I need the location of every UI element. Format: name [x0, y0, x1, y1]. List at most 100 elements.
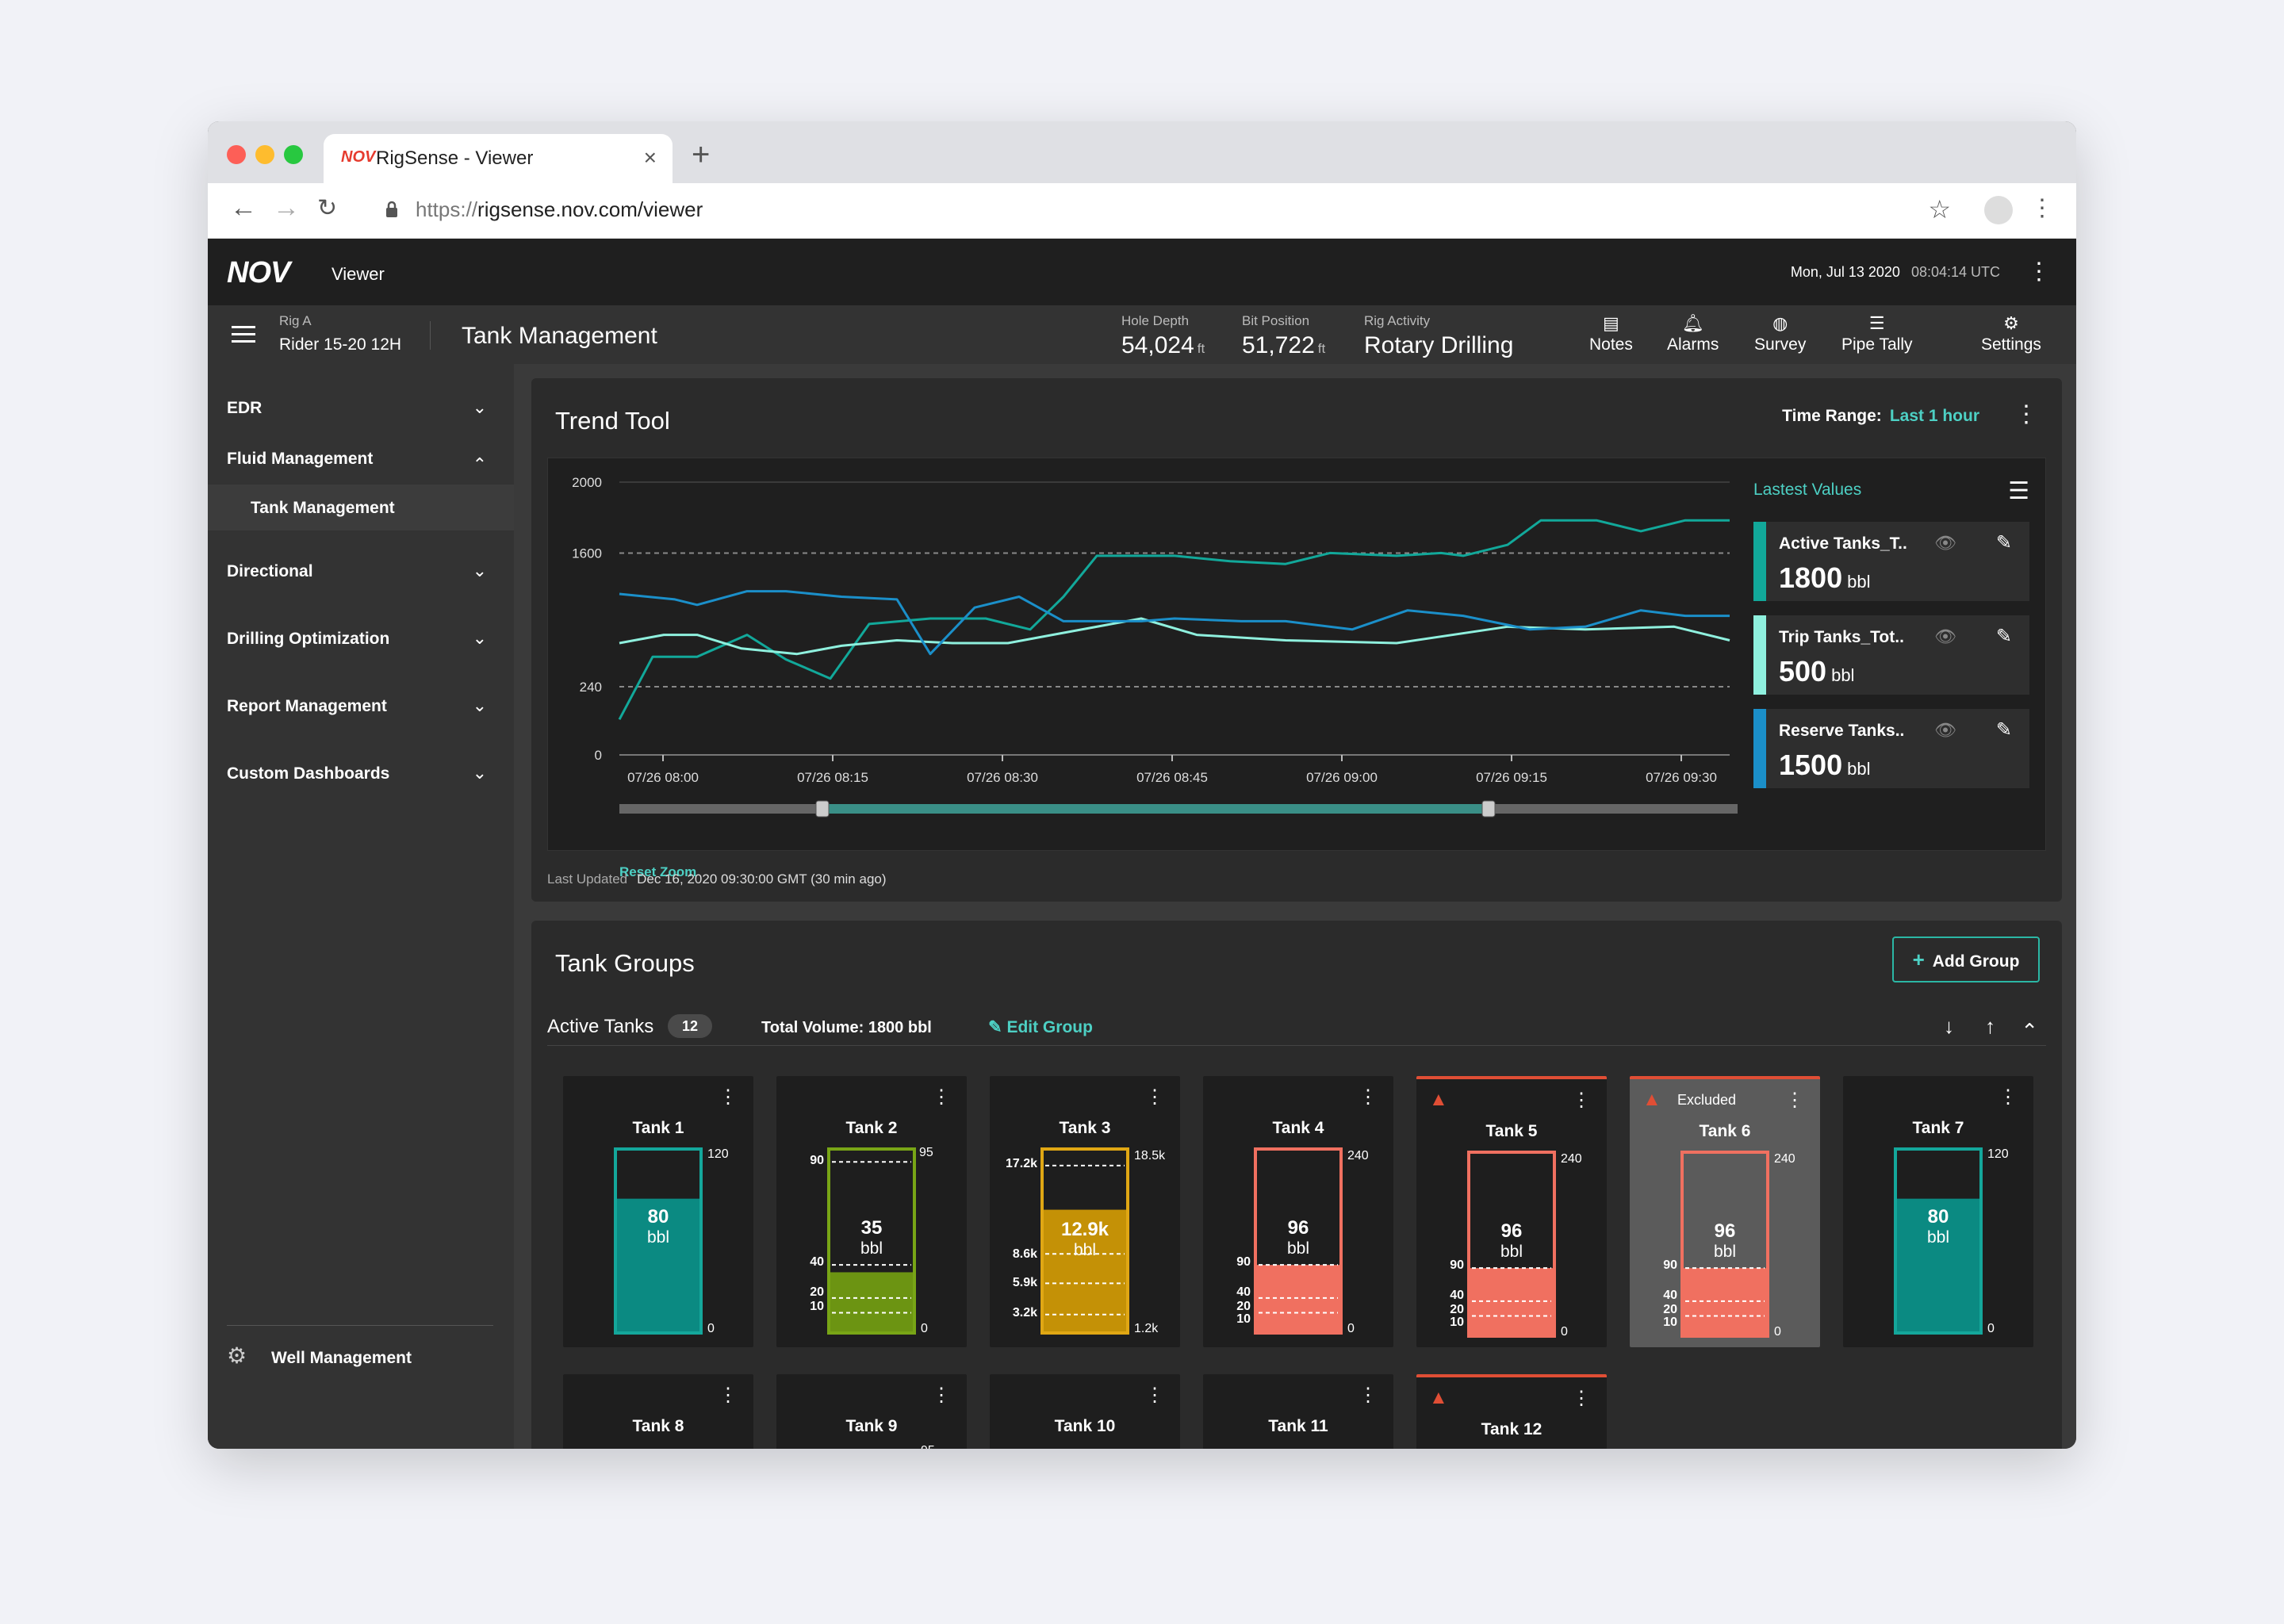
tank-card[interactable]: Tank 7 ⋮ 80 bbl 120 0 — [1843, 1076, 2033, 1347]
sidebar-item-report-management[interactable]: Report Management ⌄ — [227, 695, 487, 715]
pencil-icon[interactable]: ✎ — [1995, 719, 2012, 741]
forward-icon[interactable]: → — [273, 193, 300, 223]
eye-icon[interactable]: 👁︎ — [1934, 626, 1956, 646]
kebab-menu-icon[interactable]: ⋮ — [719, 1385, 738, 1406]
sidebar-item-drilling-optimization[interactable]: Drilling Optimization ⌄ — [227, 628, 487, 648]
threshold-label: 90 — [810, 1154, 824, 1167]
add-group-button[interactable]: + Add Group — [1892, 936, 2040, 982]
tank-card[interactable]: Tank 1 ⋮ 80 bbl 120 0 — [563, 1076, 753, 1347]
page-title: Tank Management — [462, 323, 657, 349]
latest-value-active-tanks[interactable]: Active Tanks_T.. 1800 bbl 👁︎ ✎ — [1753, 522, 2029, 601]
tank-fill — [1255, 1265, 1341, 1333]
excluded-label: Excluded — [1677, 1092, 1737, 1108]
url-field[interactable]: https://rigsense.nov.com/viewer — [416, 197, 703, 221]
tank-card[interactable]: Tank 11 ⋮ — [1203, 1374, 1393, 1449]
back-icon[interactable]: ← — [230, 193, 257, 223]
tank-card[interactable]: Tank 2 ⋮ 35 bbl 95 0 90 40 20 10 — [776, 1076, 967, 1347]
latest-value-reserve-tanks[interactable]: Reserve Tanks.. 1500 bbl 👁︎ ✎ — [1753, 709, 2029, 788]
kebab-menu-icon[interactable]: ⋮ — [1998, 1086, 2018, 1108]
threshold-label: 40 — [1236, 1285, 1251, 1299]
well-management-link[interactable]: ⚙ Well Management — [227, 1343, 412, 1368]
tank-card[interactable]: Tank 6 ⋮ ▲ Excluded 96 bbl 240 0 90 40 20 10 — [1630, 1076, 1820, 1347]
tank-card[interactable]: Tank 4 ⋮ 96 bbl 240 0 90 40 20 10 — [1203, 1076, 1393, 1347]
threshold-label: 20 — [1450, 1303, 1464, 1316]
kebab-menu-icon[interactable]: ⋮ — [1145, 1086, 1164, 1108]
tank-card[interactable]: Tank 12 ⋮ ▲ — [1416, 1374, 1607, 1449]
hamburger-menu-icon[interactable] — [232, 326, 255, 343]
well-name[interactable]: Rider 15-20 12H — [279, 335, 402, 354]
chevron-down-icon: ⌄ — [472, 695, 487, 715]
notes-button[interactable]: ▤ Notes — [1589, 313, 1633, 354]
x-tick-label: 07/26 08:30 — [967, 770, 1038, 785]
pencil-icon[interactable]: ✎ — [1995, 532, 2012, 553]
zoom-handle — [1481, 800, 1496, 818]
latest-value-trip-tanks[interactable]: Trip Tanks_Tot.. 500 bbl 👁︎ ✎ — [1753, 615, 2029, 695]
threshold-label: 3.2k — [1012, 1306, 1037, 1320]
trend-chart-plot[interactable]: 2000 1600 240 0 07/26 08:00 07/26 08:15 07/26 … — [548, 458, 1738, 852]
kebab-menu-icon[interactable]: ⋮ — [932, 1086, 951, 1108]
warning-icon: ▲ — [1642, 1089, 1661, 1110]
tank-card[interactable]: Tank 3 ⋮ 12.9k bbl 18.5k 1.2k 17.2k 8.6k 5.9k 3.2… — [990, 1076, 1180, 1347]
tank-card[interactable]: Tank 10 ⋮ — [990, 1374, 1180, 1449]
group-total-volume: Total Volume: 1800 bbl — [761, 1019, 932, 1036]
alarms-button[interactable]: 🔔︎ Alarms — [1667, 313, 1719, 354]
close-window-button[interactable] — [227, 145, 246, 164]
sidebar-item-directional[interactable]: Directional ⌄ — [227, 561, 487, 580]
kebab-menu-icon[interactable]: ⋮ — [932, 1385, 951, 1406]
threshold-label: 90 — [1236, 1255, 1251, 1269]
maximize-window-button[interactable] — [284, 145, 303, 164]
browser-tab[interactable]: NOV RigSense - Viewer × — [324, 134, 673, 183]
warning-icon: ▲ — [1429, 1089, 1448, 1110]
pipe-tally-button[interactable]: ☰ Pipe Tally — [1841, 313, 1913, 354]
kebab-menu-icon[interactable]: ⋮ — [1359, 1086, 1378, 1108]
x-tick-label: 07/26 08:45 — [1136, 770, 1208, 785]
time-range-selector[interactable]: Time Range: Last 1 hour — [1782, 407, 1979, 425]
nov-logo[interactable]: NOV — [227, 256, 290, 289]
browser-menu-icon[interactable]: ⋮ — [2030, 195, 2054, 221]
sidebar-item-tank-management[interactable]: Tank Management — [208, 485, 514, 530]
sidebar-item-edr[interactable]: EDR ⌄ — [227, 397, 487, 417]
close-tab-icon[interactable]: × — [643, 145, 657, 170]
y-tick-label: 2000 — [572, 475, 602, 490]
sidebar-item-custom-dashboards[interactable]: Custom Dashboards ⌄ — [227, 763, 487, 783]
tank-min-label: 0 — [1774, 1325, 1781, 1339]
arrow-down-icon[interactable]: ↓ — [1944, 1014, 1954, 1038]
edit-group-button[interactable]: ✎ Edit Group — [988, 1018, 1093, 1036]
survey-button[interactable]: ◍ Survey — [1754, 313, 1807, 354]
kebab-menu-icon[interactable]: ⋮ — [1572, 1388, 1591, 1409]
tank-max-label: 120 — [1987, 1147, 2009, 1161]
new-tab-button[interactable]: + — [692, 137, 711, 172]
minimize-window-button[interactable] — [255, 145, 274, 164]
tank-card[interactable]: Tank 9 ⋮ 95 — [776, 1374, 967, 1449]
tank-volume: 96 bbl — [1500, 1220, 1523, 1261]
tank-card[interactable]: Tank 8 ⋮ — [563, 1374, 753, 1449]
kebab-menu-icon[interactable]: ⋮ — [1145, 1385, 1164, 1406]
bookmark-star-icon[interactable]: ☆ — [1928, 195, 1951, 224]
reset-zoom-link[interactable]: Reset Zoom — [619, 864, 697, 879]
settings-button[interactable]: ⚙ Settings — [1981, 313, 2041, 354]
threshold-label: 40 — [810, 1255, 824, 1269]
tank-outline — [1894, 1147, 1983, 1335]
profile-avatar[interactable] — [1984, 196, 2013, 224]
kebab-menu-icon[interactable]: ⋮ — [1785, 1090, 1804, 1111]
kebab-menu-icon[interactable]: ⋮ — [719, 1086, 738, 1108]
list-icon[interactable]: ☰ — [2008, 478, 2029, 504]
tank-fill — [1895, 1198, 1981, 1333]
trend-menu-icon[interactable]: ⋮ — [2014, 401, 2038, 427]
trend-chart: 2000 1600 240 0 07/26 08:00 07/26 08:15 07/26 … — [547, 458, 2046, 879]
tank-card[interactable]: Tank 5 ⋮ ▲ 96 bbl 240 0 90 40 20 10 — [1416, 1076, 1607, 1347]
eye-icon[interactable]: 👁︎ — [1934, 720, 1956, 740]
tank-max-label: 95 — [919, 1146, 933, 1159]
tank-max-label: 240 — [1774, 1152, 1795, 1166]
pencil-icon[interactable]: ✎ — [1995, 626, 2012, 647]
arrow-up-icon[interactable]: ↑ — [1985, 1014, 1995, 1038]
eye-icon[interactable]: 👁︎ — [1934, 533, 1956, 553]
tank-volume: 80 bbl — [1926, 1206, 1950, 1247]
sidebar-item-fluid-management[interactable]: Fluid Management ⌃ — [227, 450, 487, 474]
app-menu-icon[interactable]: ⋮ — [2027, 259, 2051, 285]
kebab-menu-icon[interactable]: ⋮ — [1572, 1090, 1591, 1111]
kebab-menu-icon[interactable]: ⋮ — [1359, 1385, 1378, 1406]
reload-icon[interactable]: ↻ — [317, 195, 338, 221]
collapse-chevron-up-icon[interactable]: ⌃ — [2021, 1019, 2038, 1043]
date-time: Mon, Jul 13 2020 08:04:14 UTC — [1790, 264, 2000, 280]
